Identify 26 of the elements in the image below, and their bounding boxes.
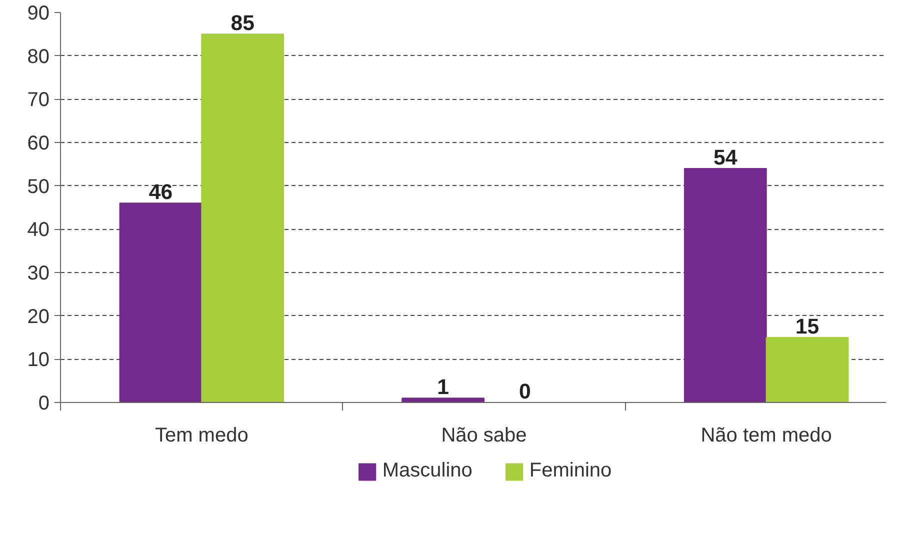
data-label: 15 [795,314,820,338]
bar [766,337,849,402]
y-tick-label: 80 [27,46,50,68]
x-tick-label: Tem medo [154,424,248,446]
y-tick-label: 40 [27,219,50,242]
x-tick-label: Não sabe [441,424,527,446]
data-label: 85 [230,11,255,36]
data-label: 54 [714,146,738,170]
bar [402,398,484,402]
y-tick-label: 0 [38,392,50,414]
y-tick-label: 70 [27,89,50,112]
data-label: 1 [437,375,450,400]
data-label: 0 [519,380,531,404]
bar [201,34,284,402]
legend-label: Feminino [529,460,612,482]
y-tick-label: 10 [27,349,50,372]
legend-label: Masculino [382,460,472,482]
y-tick-label: 60 [27,132,50,154]
y-tick-label: 50 [27,176,50,198]
y-tick-label: 30 [27,262,50,284]
bar [684,168,767,402]
bar [119,202,202,402]
y-tick-label: 20 [27,306,50,328]
x-tick-label: Não tem medo [700,424,832,446]
data-label: 46 [148,180,173,204]
y-tick-label: 90 [27,2,50,24]
